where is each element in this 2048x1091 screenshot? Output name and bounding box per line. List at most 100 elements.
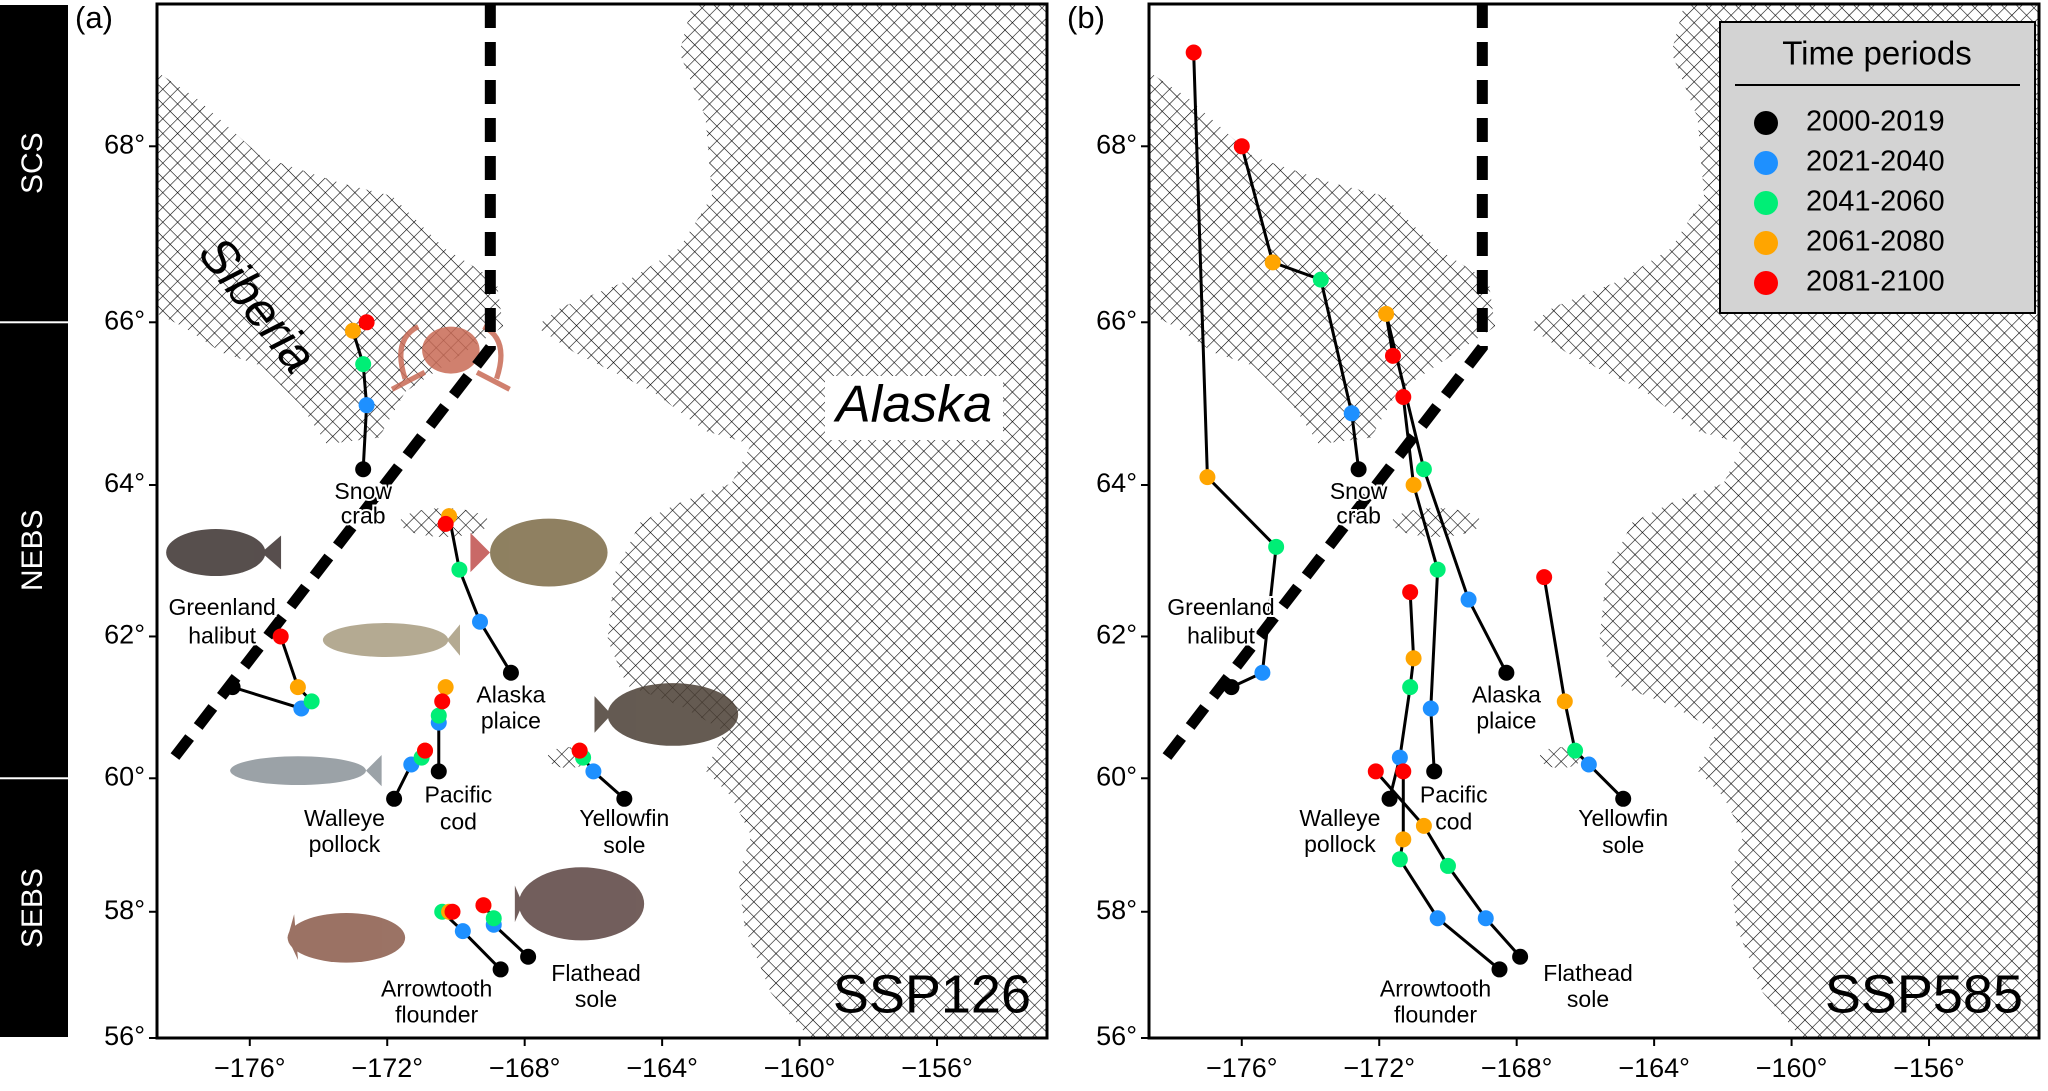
legend-swatch bbox=[1754, 271, 1778, 295]
centroid-point bbox=[475, 897, 492, 914]
centroid-point bbox=[1405, 477, 1422, 494]
y-tick-label: 62° bbox=[104, 620, 145, 650]
centroid-point bbox=[1402, 679, 1419, 696]
y-tick-label: 56° bbox=[1096, 1021, 1137, 1051]
centroid-point bbox=[1395, 831, 1412, 848]
y-tick-label: 68° bbox=[104, 129, 145, 159]
centroid-point bbox=[1405, 650, 1422, 667]
centroid-point bbox=[1429, 561, 1446, 578]
species-label: Alaska bbox=[1472, 681, 1541, 707]
x-tick-label: −172° bbox=[351, 1053, 423, 1083]
centroid-point bbox=[1343, 405, 1360, 422]
species-label: Snow bbox=[1330, 478, 1388, 504]
centroid-point bbox=[1264, 254, 1281, 271]
centroid-point bbox=[1254, 664, 1271, 681]
centroid-point bbox=[417, 742, 434, 759]
x-tick-label: −164° bbox=[626, 1053, 698, 1083]
legend-label: 2021-2040 bbox=[1806, 146, 1945, 178]
legend-label: 2061-2080 bbox=[1806, 226, 1945, 258]
species-label: pollock bbox=[1304, 831, 1376, 857]
y-tick-label: 58° bbox=[1096, 895, 1137, 925]
y-tick-label: 66° bbox=[104, 305, 145, 335]
legend-label: 2081-2100 bbox=[1806, 266, 1945, 298]
centroid-point bbox=[571, 742, 588, 759]
y-tick-label: 66° bbox=[1096, 305, 1137, 335]
map-frame bbox=[1147, 2, 2041, 1040]
centroid-point bbox=[1391, 851, 1408, 868]
centroid-point bbox=[434, 693, 451, 710]
x-tick-label: −176° bbox=[214, 1053, 286, 1083]
species-label: cod bbox=[1435, 809, 1472, 835]
centroid-point bbox=[1498, 664, 1515, 681]
centroid-point bbox=[1615, 790, 1632, 807]
y-tick-label: 60° bbox=[104, 761, 145, 791]
species-label: Yellowfin bbox=[579, 805, 669, 831]
legend-swatch bbox=[1754, 231, 1778, 255]
centroid-point bbox=[585, 763, 602, 780]
species-label: crab bbox=[1336, 503, 1381, 529]
species-label: Snow bbox=[334, 478, 392, 504]
centroid-point bbox=[1223, 679, 1240, 696]
centroid-point bbox=[1415, 817, 1432, 834]
x-tick-label: −156° bbox=[901, 1053, 973, 1083]
centroid-point bbox=[1367, 763, 1384, 780]
y-tick-label: 64° bbox=[1096, 468, 1137, 498]
species-label: sole bbox=[1602, 832, 1644, 858]
centroid-point bbox=[485, 910, 502, 927]
species-label: crab bbox=[341, 503, 386, 529]
x-tick-label: −160° bbox=[764, 1053, 836, 1083]
species-label: Flathead bbox=[551, 960, 641, 986]
centroid-point bbox=[492, 961, 509, 978]
centroid-point bbox=[224, 679, 241, 696]
species-label: flounder bbox=[395, 1002, 478, 1028]
centroid-point bbox=[355, 356, 372, 373]
species-label: plaice bbox=[481, 707, 541, 733]
centroid-point bbox=[1402, 584, 1419, 601]
centroid-point bbox=[272, 628, 289, 645]
centroid-point bbox=[1477, 910, 1494, 927]
species-label: Alaska bbox=[476, 681, 545, 707]
species-label: Yellowfin bbox=[1578, 805, 1668, 831]
centroid-point bbox=[1350, 461, 1367, 478]
centroid-point bbox=[437, 679, 454, 696]
region-label: NEBS bbox=[16, 509, 49, 591]
species-label: sole bbox=[575, 986, 617, 1012]
centroid-point bbox=[355, 461, 372, 478]
centroid-point bbox=[1384, 347, 1401, 364]
x-tick-label: −168° bbox=[489, 1053, 561, 1083]
centroid-point bbox=[358, 314, 375, 331]
y-tick-label: 58° bbox=[104, 895, 145, 925]
centroid-point bbox=[502, 664, 519, 681]
centroid-point bbox=[1439, 857, 1456, 874]
y-tick-label: 62° bbox=[1096, 620, 1137, 650]
y-tick-label: 60° bbox=[1096, 761, 1137, 791]
legend-swatch bbox=[1754, 191, 1778, 215]
region-bar bbox=[0, 5, 68, 322]
centroid-point bbox=[1233, 138, 1250, 155]
species-label: Arrowtooth bbox=[1380, 975, 1491, 1001]
centroid-point bbox=[1460, 591, 1477, 608]
centroid-point bbox=[451, 561, 468, 578]
alaska-box bbox=[825, 376, 1003, 440]
species-label: flounder bbox=[1394, 1002, 1477, 1028]
centroid-point bbox=[520, 948, 537, 965]
centroid-point bbox=[1567, 742, 1584, 759]
centroid-point bbox=[1556, 693, 1573, 710]
region-label: SCS bbox=[16, 132, 49, 194]
centroid-point bbox=[1185, 44, 1202, 61]
centroid-point bbox=[430, 763, 447, 780]
centroid-point bbox=[1199, 469, 1216, 486]
y-tick-label: 64° bbox=[104, 468, 145, 498]
y-tick-label: 56° bbox=[104, 1021, 145, 1051]
centroid-point bbox=[303, 693, 320, 710]
x-tick-label: −156° bbox=[1893, 1053, 1965, 1083]
species-label: pollock bbox=[309, 831, 381, 857]
centroid-point bbox=[386, 790, 403, 807]
centroid-point bbox=[1491, 961, 1508, 978]
species-label: Walleye bbox=[304, 805, 385, 831]
region-bar bbox=[0, 779, 68, 1037]
species-label: sole bbox=[603, 832, 645, 858]
centroid-point bbox=[437, 515, 454, 532]
